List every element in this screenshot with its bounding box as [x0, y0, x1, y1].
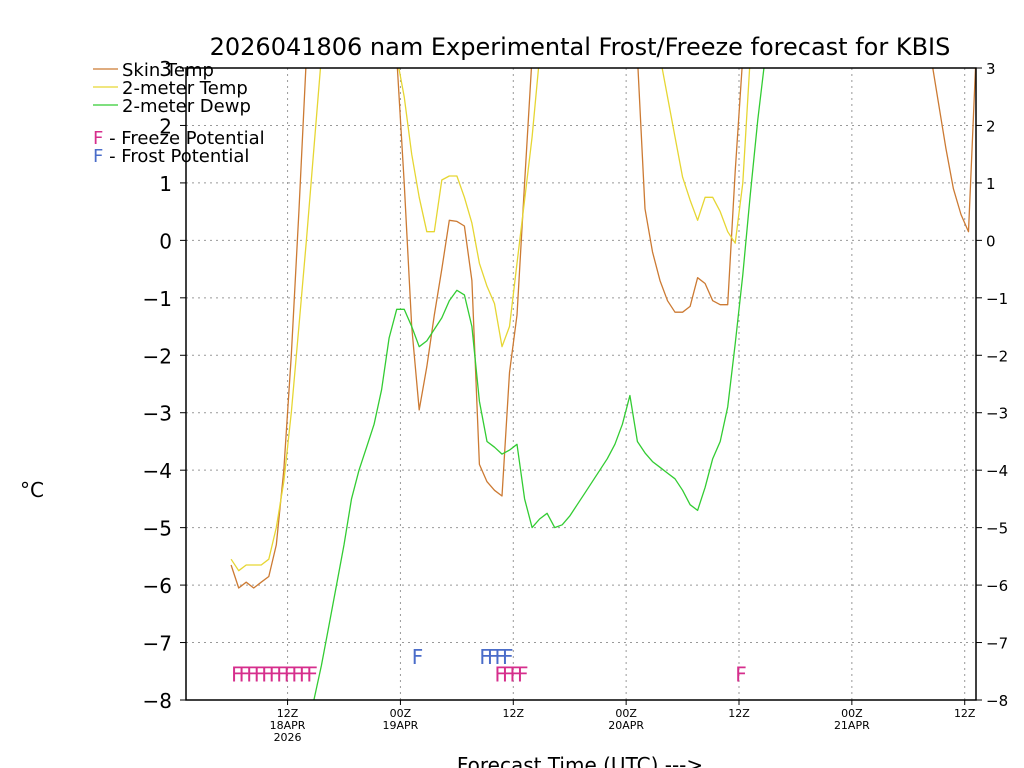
y-tick-label: 2 — [159, 114, 172, 138]
y-tick-label-right: −8 — [986, 692, 1008, 710]
y-tick-label-right: −5 — [986, 520, 1008, 538]
y-tick-label: −3 — [143, 402, 172, 426]
series-line-2-meter-temp — [230, 68, 751, 572]
y-tick-label-right: −6 — [986, 577, 1008, 595]
frost-marker: F — [502, 645, 514, 669]
data-series — [230, 68, 976, 700]
legend-label: 2-meter Dewp — [122, 96, 251, 117]
y-tick-label: −2 — [143, 344, 172, 368]
y-tick-label: −6 — [143, 574, 172, 598]
frost-marker: F — [487, 645, 499, 669]
legend-note-text: - Freeze Potential — [103, 128, 264, 149]
freeze-marker: F — [276, 662, 288, 686]
legend-label: Skin Temp — [122, 60, 214, 81]
legend-note-text: - Frost Potential — [103, 146, 249, 167]
x-tick-label: 12Z — [503, 707, 525, 720]
y-tick-label: 3 — [159, 57, 172, 81]
y-tick-label-right: −3 — [986, 405, 1008, 423]
x-tick-label: 20APR — [608, 719, 644, 732]
y-tick-label-right: −4 — [986, 462, 1008, 480]
x-tick-label: 18APR — [270, 719, 306, 732]
x-tick-label: 2026 — [274, 731, 302, 744]
y-tick-label: −5 — [143, 517, 172, 541]
freeze-marker: F — [231, 662, 243, 686]
x-tick-label: 00Z — [615, 707, 637, 720]
y-axis-label: °C — [20, 478, 44, 502]
freeze-marker: F — [735, 662, 747, 686]
y-axis-right: −8 −7 −6 −5 −4 −3 −2 −1 0 1 2 3 — [976, 60, 1008, 710]
legend-note: F - Frost Potential — [93, 146, 249, 167]
freeze-marker: F — [239, 662, 251, 686]
y-tick-label-right: 2 — [986, 117, 996, 135]
x-tick-label: 12Z — [277, 707, 299, 720]
y-tick-label: −8 — [143, 689, 172, 713]
y-tick-label-right: 1 — [986, 175, 996, 193]
y-axis-left: −8 −7 −6 −5 −4 −3 −2 −1 0 1 2 3 — [143, 57, 186, 713]
gridlines — [186, 68, 976, 700]
freeze-marker: F — [502, 662, 514, 686]
x-tick-label: 21APR — [834, 719, 870, 732]
y-tick-label: −7 — [143, 632, 172, 656]
freeze-marker: F — [517, 662, 529, 686]
y-tick-label: −4 — [143, 459, 172, 483]
frost-marker: F — [494, 645, 506, 669]
freeze-marker: F — [291, 662, 303, 686]
plot-frame — [185, 67, 977, 701]
y-tick-label-right: −2 — [986, 347, 1008, 365]
y-tick-label: 1 — [159, 172, 172, 196]
x-tick-label: 00Z — [841, 707, 863, 720]
y-tick-label-right: 3 — [986, 60, 996, 78]
chart-title: 2026041806 nam Experimental Frost/Freeze… — [210, 33, 951, 61]
y-tick-label-right: −7 — [986, 635, 1008, 653]
legend-label: 2-meter Temp — [122, 78, 248, 99]
x-tick-label: 00Z — [390, 707, 412, 720]
freeze-marker: F — [261, 662, 273, 686]
freeze-marker: F — [494, 662, 506, 686]
frost-marker: F — [479, 645, 491, 669]
freeze-marker: F — [284, 662, 296, 686]
legend-note-glyph: F — [93, 146, 103, 167]
freeze-marker: F — [254, 662, 266, 686]
y-tick-label: −1 — [143, 287, 172, 311]
freeze-marker: F — [246, 662, 258, 686]
x-tick-label: 12Z — [954, 707, 976, 720]
y-tick-label-right: −1 — [986, 290, 1008, 308]
freeze-marker: F — [306, 662, 318, 686]
y-tick-label-right: 0 — [986, 232, 996, 250]
x-tick-label: 12Z — [728, 707, 750, 720]
freeze-marker: F — [299, 662, 311, 686]
freeze-marker: F — [269, 662, 281, 686]
series-line-skin-temp — [230, 68, 976, 589]
x-axis-label: Forecast Time (UTC) ---> — [457, 753, 703, 768]
legend-note-glyph: F — [93, 128, 103, 149]
x-tick-label: 19APR — [383, 719, 419, 732]
y-tick-label: 0 — [159, 229, 172, 253]
series-line-2-meter-dewp — [313, 68, 765, 700]
freeze-marker: F — [510, 662, 522, 686]
frost-marker: F — [412, 645, 424, 669]
legend-note: F - Freeze Potential — [93, 128, 265, 149]
